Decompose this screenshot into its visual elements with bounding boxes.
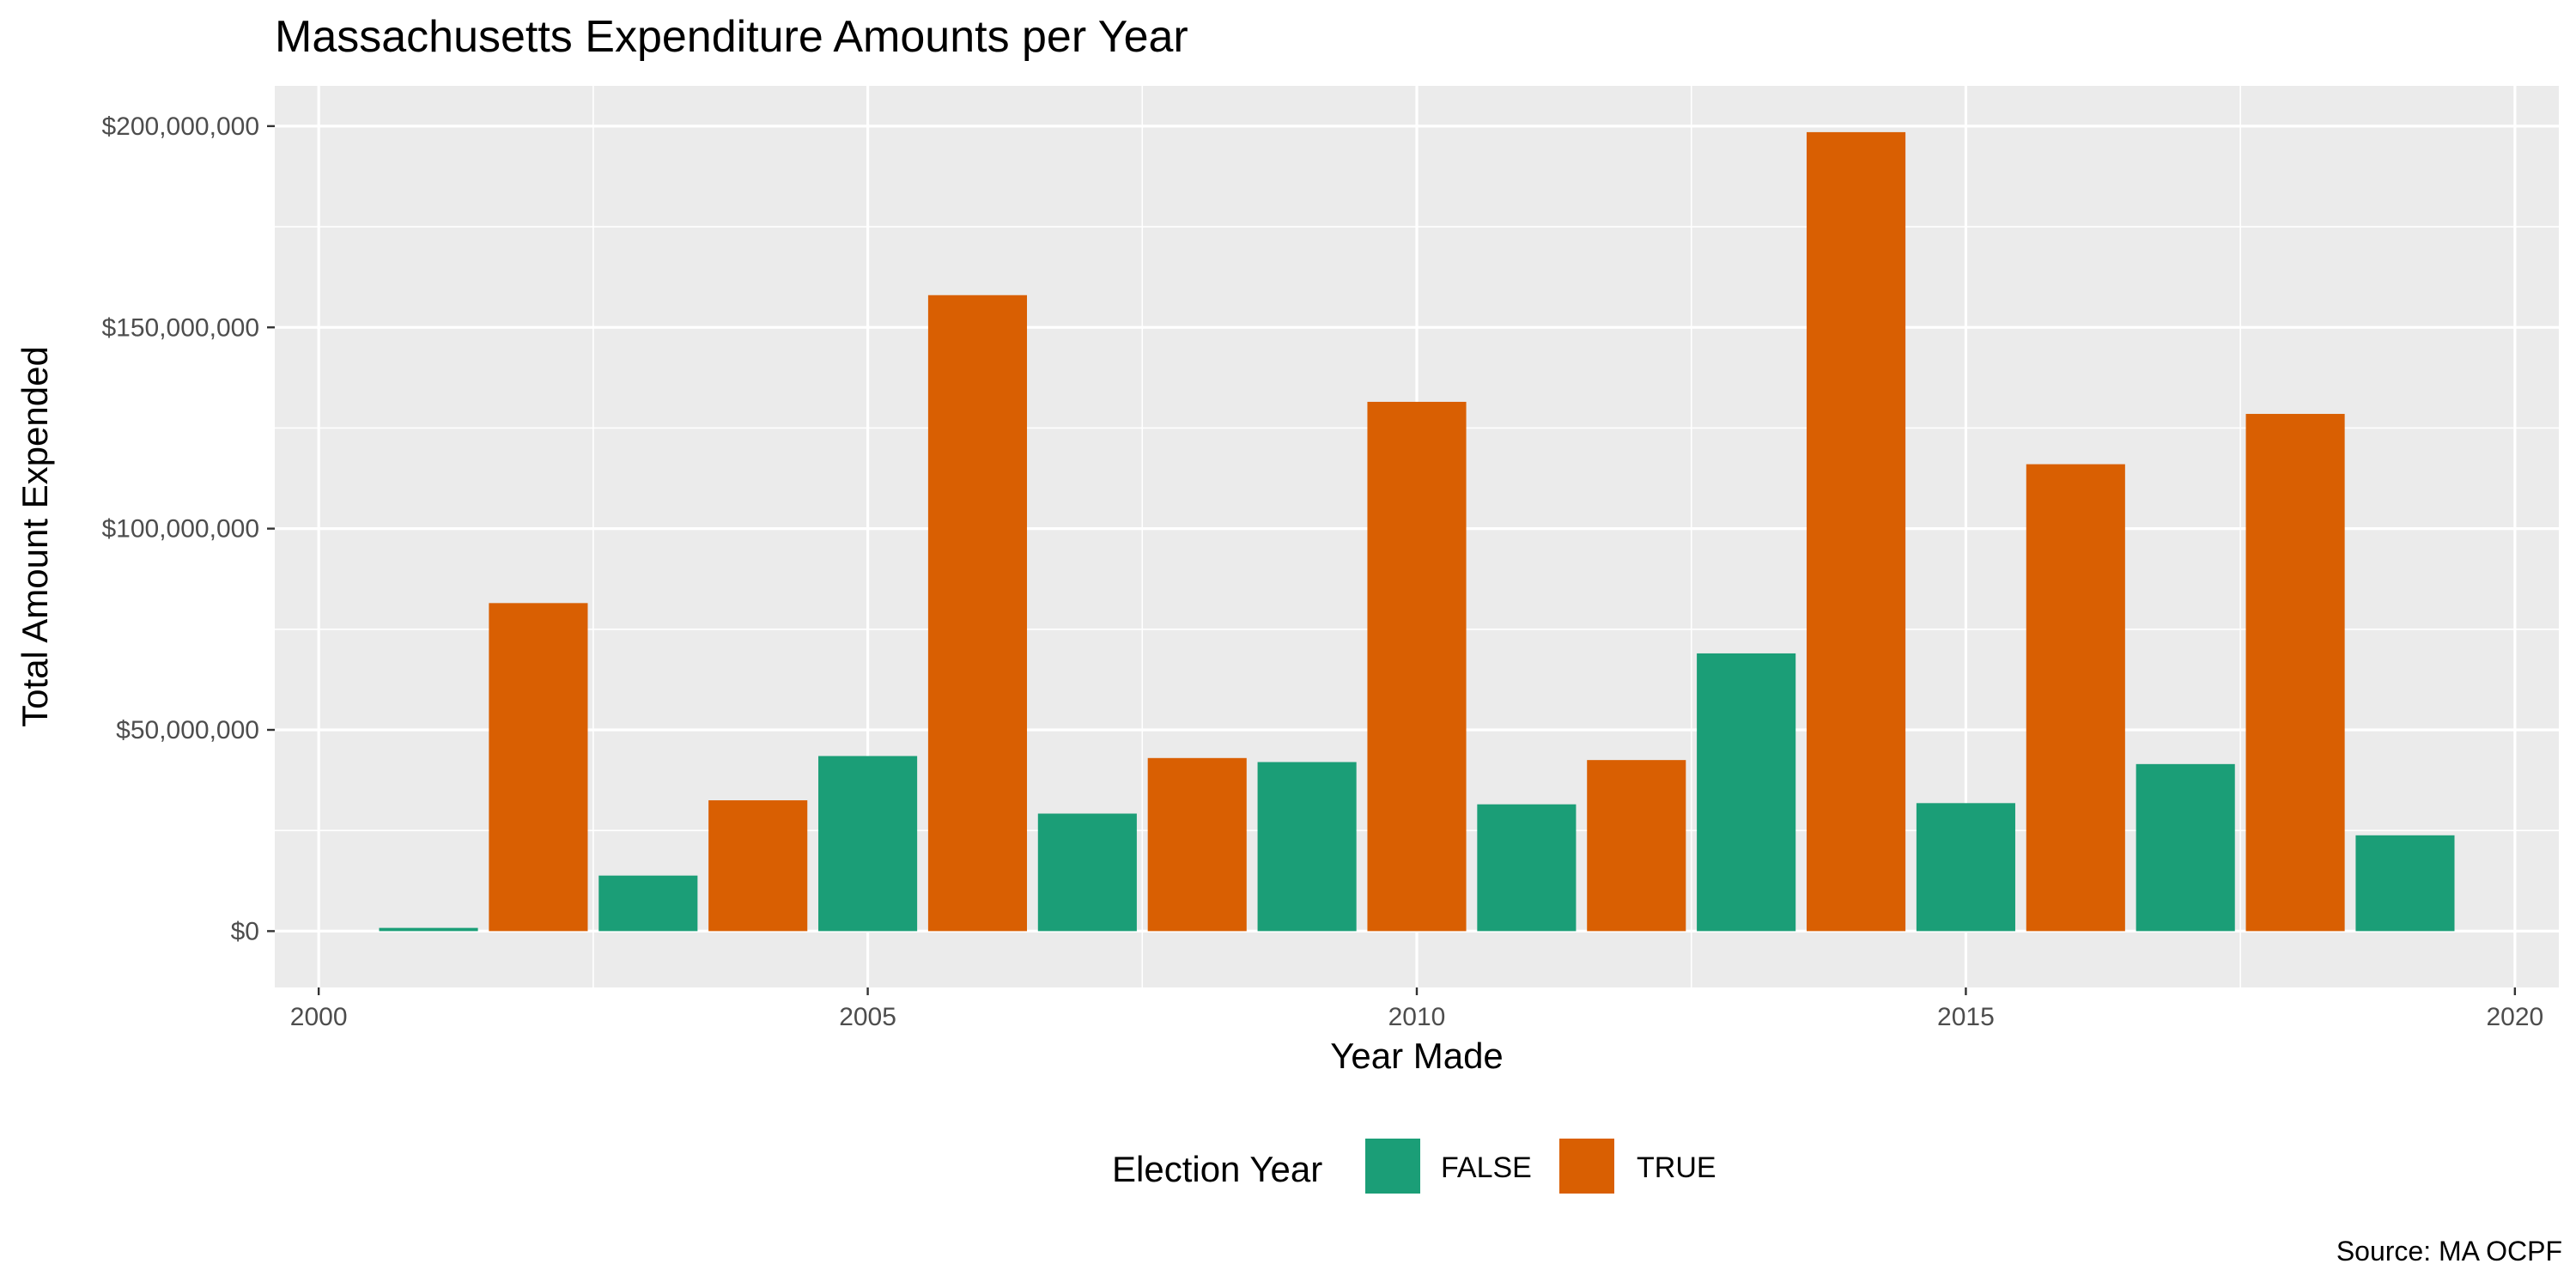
bar-2002 [489,603,588,932]
legend-title: Election Year [1112,1149,1322,1189]
legend-key-false [1365,1139,1420,1194]
bar-2016 [2026,464,2125,932]
bar-2014 [1806,131,1906,932]
bar-2004 [708,800,808,932]
bar-2010 [1367,401,1467,932]
bar-2019 [2355,835,2455,932]
x-axis: 2000 2005 2010 2015 2020 [290,987,2543,1031]
legend: Election Year FALSE TRUE [1112,1139,1716,1194]
x-tick-label: 2005 [839,1003,896,1031]
x-tick-label: 2015 [1937,1003,1995,1031]
bar-2017 [2136,763,2235,932]
bar-2001 [379,927,478,932]
x-tick-label: 2000 [290,1003,348,1031]
y-axis: $0 $50,000,000 $100,000,000 $150,000,000 $20… [101,112,275,945]
x-tick-label: 2010 [1388,1003,1446,1031]
source-caption: Source: MA OCPF [2336,1236,2562,1267]
y-tick-label: $200,000,000 [101,112,259,141]
bar-2005 [818,756,918,932]
y-tick-label: $50,000,000 [116,716,259,744]
chart-title: Massachusetts Expenditure Amounts per Ye… [275,12,1188,62]
bar-2015 [1916,803,2015,932]
bar-2011 [1477,804,1577,932]
bar-2006 [927,295,1028,932]
bar-2012 [1587,760,1686,932]
bar-2018 [2245,414,2345,932]
bar-2003 [598,875,698,932]
bar-2009 [1257,762,1357,932]
y-tick-label: $0 [231,917,259,945]
bar-2007 [1037,813,1137,932]
y-tick-label: $100,000,000 [101,515,259,544]
x-axis-title: Year Made [1330,1036,1504,1076]
bar-2008 [1147,757,1247,932]
y-tick-label: $150,000,000 [101,313,259,342]
legend-key-true [1559,1139,1614,1194]
bar-2013 [1697,653,1796,932]
x-tick-label: 2020 [2486,1003,2543,1031]
legend-label-false: FALSE [1441,1151,1532,1184]
y-axis-title: Total Amount Expended [15,346,55,727]
bars [379,131,2455,932]
legend-label-true: TRUE [1637,1151,1716,1184]
